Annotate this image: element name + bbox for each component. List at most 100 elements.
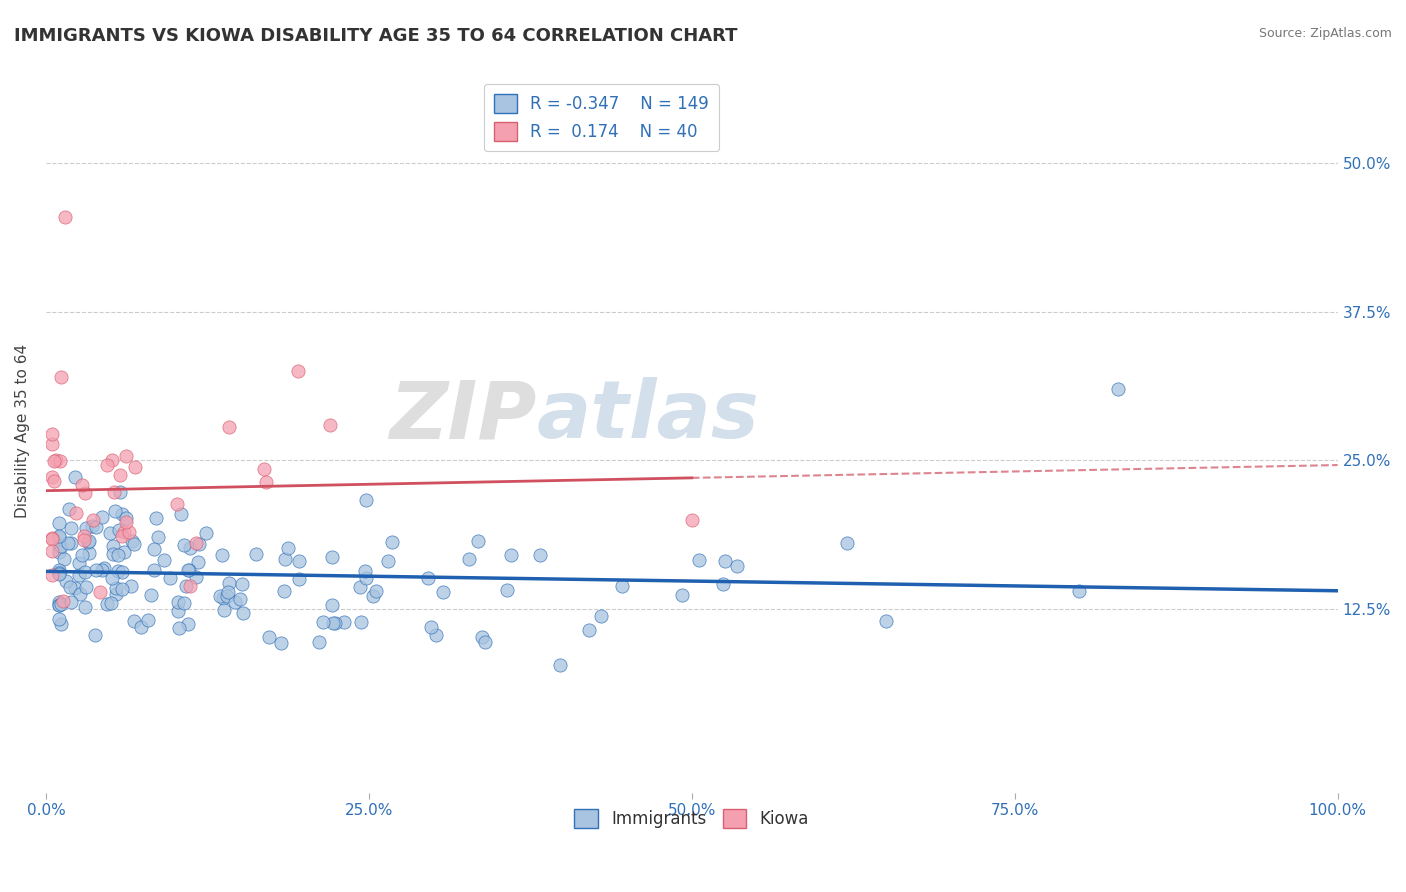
Point: [835, 536, 858, 550]
Point: [224, 595, 246, 609]
Point: [59, 536, 82, 550]
Point: [45, 453, 67, 467]
Point: [550, 658, 572, 673]
Point: [176, 562, 198, 576]
Point: [381, 535, 404, 549]
Point: [131, 620, 153, 634]
Text: atlas: atlas: [537, 377, 759, 455]
Point: [349, 580, 371, 594]
Point: [474, 635, 496, 649]
Point: [589, 608, 612, 623]
Point: [174, 579, 197, 593]
Point: [103, 484, 125, 499]
Point: [75, 521, 97, 535]
Point: [83, 628, 105, 642]
Point: [48, 516, 70, 530]
Point: [105, 587, 128, 601]
Text: ZIP: ZIP: [389, 377, 537, 455]
Point: [48, 566, 70, 580]
Point: [41, 469, 63, 483]
Point: [67, 556, 90, 570]
Point: [170, 507, 193, 521]
Point: [259, 630, 281, 644]
Point: [112, 524, 135, 539]
Point: [179, 579, 201, 593]
Point: [277, 541, 299, 556]
Point: [273, 583, 295, 598]
Point: [55, 574, 77, 589]
Point: [82, 513, 104, 527]
Point: [124, 460, 146, 475]
Point: [529, 548, 551, 562]
Point: [108, 523, 131, 537]
Point: [167, 595, 190, 609]
Point: [139, 588, 162, 602]
Point: [711, 577, 734, 591]
Point: [75, 580, 97, 594]
Point: [98, 526, 121, 541]
Point: [41, 533, 63, 547]
Point: [420, 620, 443, 634]
Point: [89, 585, 111, 599]
Point: [48, 567, 70, 582]
Point: [96, 458, 118, 472]
Point: [51, 370, 73, 384]
Point: [100, 596, 122, 610]
Point: [416, 571, 439, 585]
Point: [118, 525, 141, 540]
Point: [321, 549, 343, 564]
Point: [101, 547, 124, 561]
Point: [425, 628, 447, 642]
Point: [308, 634, 330, 648]
Point: [713, 554, 735, 568]
Point: [49, 454, 72, 468]
Point: [101, 453, 124, 467]
Point: [77, 534, 100, 549]
Point: [44, 453, 66, 467]
Point: [322, 616, 344, 631]
Point: [173, 596, 195, 610]
Point: [108, 467, 131, 482]
Point: [179, 563, 201, 577]
Point: [107, 564, 129, 578]
Point: [90, 563, 112, 577]
Point: [173, 538, 195, 552]
Point: [254, 475, 277, 489]
Point: [875, 614, 897, 628]
Point: [115, 449, 138, 463]
Point: [48, 564, 70, 578]
Point: [153, 553, 176, 567]
Point: [48, 598, 70, 612]
Point: [253, 462, 276, 476]
Point: [73, 529, 96, 543]
Point: [218, 575, 240, 590]
Point: [101, 539, 124, 553]
Point: [41, 531, 63, 545]
Point: [186, 536, 208, 550]
Point: [111, 565, 134, 579]
Point: [1107, 382, 1129, 396]
Point: [186, 570, 208, 584]
Point: [56, 536, 79, 550]
Point: [354, 493, 377, 508]
Point: [42, 475, 65, 489]
Point: [48, 545, 70, 559]
Point: [211, 549, 233, 563]
Point: [105, 582, 128, 596]
Point: [111, 529, 134, 543]
Point: [288, 554, 311, 568]
Point: [288, 572, 311, 586]
Point: [53, 210, 76, 224]
Point: [364, 583, 387, 598]
Point: [73, 599, 96, 614]
Point: [48, 566, 70, 580]
Point: [63, 581, 86, 595]
Point: [363, 589, 385, 603]
Point: [312, 615, 335, 630]
Point: [499, 549, 522, 563]
Point: [120, 579, 142, 593]
Point: [145, 511, 167, 525]
Point: [48, 599, 70, 613]
Point: [96, 597, 118, 611]
Point: [114, 515, 136, 529]
